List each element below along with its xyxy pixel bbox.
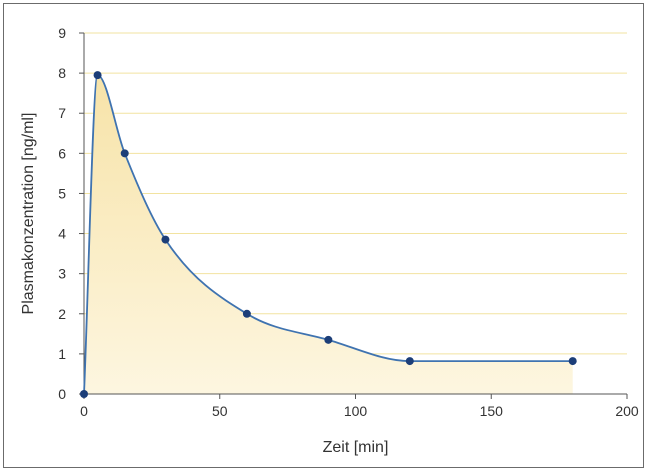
data-point-180min	[568, 357, 577, 366]
data-point-90min	[324, 335, 333, 344]
x-tick-label: 200	[615, 403, 639, 419]
y-tick-label: 8	[58, 65, 66, 81]
data-point-15min	[120, 149, 129, 158]
x-tick-label: 50	[212, 403, 228, 419]
y-tick-label: 9	[58, 25, 66, 41]
y-tick-label: 0	[58, 386, 66, 402]
data-point-0min	[80, 390, 88, 398]
axes	[79, 32, 628, 399]
x-axis-title: Zeit [min]	[323, 439, 389, 456]
data-point-120min	[405, 357, 414, 366]
area-under-curve	[84, 75, 573, 394]
x-tick-label: 0	[80, 403, 88, 419]
area-fill	[84, 75, 573, 394]
x-tick-label: 100	[344, 403, 368, 419]
x-tick-label: 150	[480, 403, 504, 419]
tick-labels: 0 50 100 150 200 0 1 2 3 4 5 6 7 8 9	[58, 25, 639, 419]
y-tick-label: 5	[58, 185, 66, 201]
y-tick-label: 7	[58, 105, 66, 121]
y-tick-label: 6	[58, 145, 66, 161]
y-tick-label: 3	[58, 266, 66, 282]
data-point-60min	[242, 309, 251, 318]
y-tick-label: 1	[58, 346, 66, 362]
data-point-30min	[161, 235, 170, 244]
y-axis-title: Plasmakonzentration [ng/ml]	[20, 113, 37, 315]
y-tick-label: 4	[58, 226, 66, 242]
data-points	[80, 71, 577, 398]
data-point-5min	[93, 71, 102, 80]
y-tick-label: 2	[58, 306, 66, 322]
